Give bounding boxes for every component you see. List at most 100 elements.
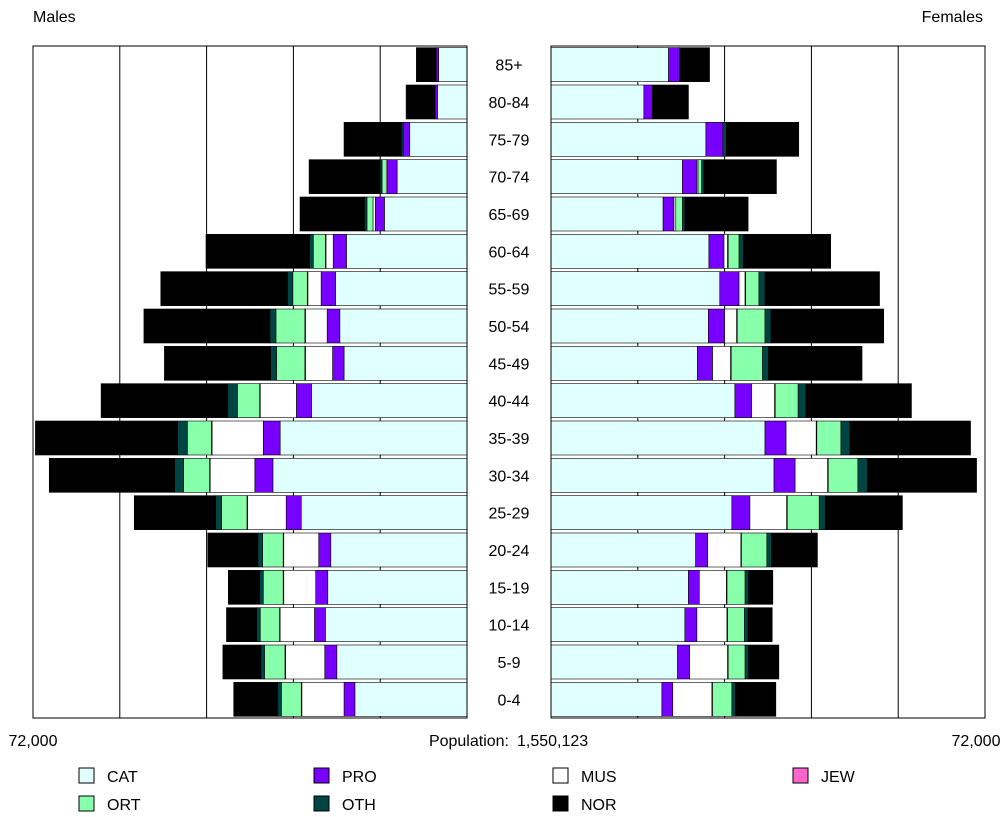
bar-females-mus-25-29 bbox=[749, 495, 787, 530]
bar-females-cat-10-14 bbox=[550, 607, 686, 642]
legend-swatch-oth bbox=[313, 795, 330, 812]
bar-females-nor-25-29 bbox=[824, 495, 903, 530]
bar-males-mus-55-59 bbox=[307, 271, 322, 306]
bar-males-oth-20-24 bbox=[257, 532, 263, 568]
bar-females-pro-15-19 bbox=[688, 570, 700, 605]
bar-males-nor-75-79 bbox=[343, 122, 402, 157]
bar-females-pro-25-29 bbox=[731, 495, 751, 530]
age-group-label: 20-24 bbox=[489, 543, 530, 560]
right-side-label: Females bbox=[922, 9, 983, 26]
bar-females-cat-65-69 bbox=[550, 196, 664, 232]
bar-males-oth-5-9 bbox=[260, 644, 265, 680]
bar-females-pro-45-49 bbox=[697, 346, 713, 381]
bar-females-cat-20-24 bbox=[550, 532, 696, 568]
bar-males-ort-60-64 bbox=[312, 234, 326, 269]
bar-males-nor-65-69 bbox=[299, 196, 365, 232]
bar-males-mus-5-9 bbox=[285, 644, 326, 680]
bar-males-ort-35-39 bbox=[187, 420, 212, 456]
bar-males-pro-50-54 bbox=[326, 308, 341, 344]
bar-males-nor-85+ bbox=[416, 47, 437, 82]
bar-females-oth-35-39 bbox=[840, 420, 851, 456]
age-group-label: 0-4 bbox=[497, 692, 520, 709]
bar-females-cat-30-34 bbox=[550, 458, 775, 493]
bar-males-nor-40-44 bbox=[100, 383, 228, 418]
age-group-label: 10-14 bbox=[489, 618, 530, 635]
bar-males-nor-55-59 bbox=[160, 271, 288, 306]
legend-label-oth: OTH bbox=[342, 797, 376, 814]
bar-females-oth-70-74 bbox=[701, 159, 705, 194]
bar-females-nor-60-64 bbox=[742, 234, 831, 269]
bar-females-pro-60-64 bbox=[708, 234, 725, 269]
bar-males-pro-60-64 bbox=[332, 234, 347, 269]
bar-males-mus-45-49 bbox=[305, 346, 333, 381]
bar-females-cat-0-4 bbox=[550, 682, 663, 717]
bar-males-pro-70-74 bbox=[387, 159, 398, 194]
bar-males-nor-35-39 bbox=[35, 420, 178, 456]
bar-males-cat-20-24 bbox=[330, 532, 468, 568]
bar-males-nor-15-19 bbox=[228, 570, 260, 605]
bar-females-cat-50-54 bbox=[550, 308, 709, 344]
bar-males-mus-65-69 bbox=[372, 196, 376, 232]
bar-females-ort-65-69 bbox=[675, 196, 683, 232]
bar-females-ort-35-39 bbox=[816, 420, 842, 456]
legend-label-ort: ORT bbox=[107, 797, 141, 814]
bar-females-nor-35-39 bbox=[849, 420, 971, 456]
bar-females-nor-45-49 bbox=[768, 346, 863, 381]
bar-males-oth-55-59 bbox=[287, 271, 294, 306]
bar-males-pro-55-59 bbox=[320, 271, 336, 306]
legend-swatch-ort bbox=[78, 795, 95, 812]
bar-males-oth-10-14 bbox=[256, 607, 261, 642]
bar-females-cat-60-64 bbox=[550, 234, 710, 269]
bar-males-pro-75-79 bbox=[402, 122, 411, 157]
age-group-label: 50-54 bbox=[489, 319, 530, 336]
bar-males-ort-25-29 bbox=[221, 495, 248, 530]
bar-females-nor-5-9 bbox=[748, 644, 780, 680]
bar-females-nor-0-4 bbox=[735, 682, 777, 717]
bar-females-ort-20-24 bbox=[741, 532, 768, 568]
bar-females-mus-20-24 bbox=[707, 532, 742, 568]
bar-females-cat-75-79 bbox=[550, 122, 707, 157]
bar-females-oth-60-64 bbox=[738, 234, 744, 269]
bar-females-mus-60-64 bbox=[723, 234, 728, 269]
bar-females-cat-55-59 bbox=[550, 271, 721, 306]
bar-males-ort-5-9 bbox=[264, 644, 286, 680]
legend-label-cat: CAT bbox=[107, 769, 138, 786]
bar-males-nor-5-9 bbox=[222, 644, 262, 680]
bar-males-ort-50-54 bbox=[275, 308, 306, 344]
bar-females-pro-40-44 bbox=[734, 383, 753, 418]
bar-females-mus-0-4 bbox=[672, 682, 713, 717]
bar-females-nor-70-74 bbox=[703, 159, 777, 194]
bar-females-nor-55-59 bbox=[764, 271, 880, 306]
bar-females-ort-40-44 bbox=[774, 383, 799, 418]
bar-females-ort-5-9 bbox=[727, 644, 746, 680]
bar-males-oth-30-34 bbox=[174, 458, 184, 493]
bar-females-oth-75-79 bbox=[722, 122, 727, 157]
bar-females-ort-15-19 bbox=[726, 570, 746, 605]
bar-males-ort-70-74 bbox=[381, 159, 387, 194]
age-group-label: 85+ bbox=[495, 58, 522, 75]
age-group-label: 75-79 bbox=[489, 132, 530, 149]
bar-males-nor-45-49 bbox=[164, 346, 271, 381]
legend-label-nor: NOR bbox=[581, 797, 617, 814]
bar-males-mus-50-54 bbox=[305, 308, 328, 344]
bar-males-pro-25-29 bbox=[285, 495, 302, 530]
bar-males-oth-45-49 bbox=[270, 346, 277, 381]
bar-males-mus-30-34 bbox=[209, 458, 256, 493]
bar-males-ort-40-44 bbox=[237, 383, 260, 418]
bar-females-cat-5-9 bbox=[550, 644, 678, 680]
bar-females-nor-20-24 bbox=[771, 532, 818, 568]
frame-layer bbox=[32, 45, 986, 719]
bar-females-ort-30-34 bbox=[827, 458, 859, 493]
bar-males-mus-40-44 bbox=[259, 383, 297, 418]
left-side-label: Males bbox=[33, 9, 76, 26]
legend-swatch-cat bbox=[78, 767, 95, 784]
age-group-label: 65-69 bbox=[489, 207, 530, 224]
bar-males-pro-85+ bbox=[435, 47, 439, 82]
bar-males-ort-10-14 bbox=[259, 607, 280, 642]
bar-females-cat-25-29 bbox=[550, 495, 733, 530]
bar-females-nor-10-14 bbox=[747, 607, 773, 642]
bar-males-oth-50-54 bbox=[269, 308, 277, 344]
bar-females-oth-40-44 bbox=[797, 383, 807, 418]
bar-females-cat-85+ bbox=[550, 47, 669, 82]
